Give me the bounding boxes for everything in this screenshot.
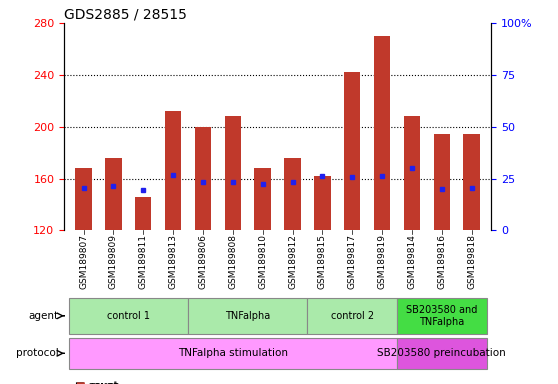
Text: GSM189812: GSM189812 [288, 233, 297, 288]
Bar [254, 168, 271, 230]
Text: GSM189810: GSM189810 [258, 233, 267, 289]
Text: agent: agent [28, 311, 59, 321]
Text: TNFalpha stimulation: TNFalpha stimulation [178, 348, 288, 358]
Text: GSM189815: GSM189815 [318, 233, 327, 289]
Text: SB203580 and
TNFalpha: SB203580 and TNFalpha [406, 305, 478, 327]
Bar [314, 176, 330, 230]
Text: count: count [89, 381, 119, 384]
Bar [105, 158, 122, 230]
Bar [135, 197, 151, 230]
Text: control 1: control 1 [107, 311, 150, 321]
Bar [464, 134, 480, 230]
Text: GSM189813: GSM189813 [169, 233, 177, 289]
Bar [69, 338, 397, 369]
Text: GDS2885 / 28515: GDS2885 / 28515 [64, 8, 187, 22]
Text: GSM189809: GSM189809 [109, 233, 118, 289]
Text: GSM189807: GSM189807 [79, 233, 88, 289]
Text: GSM189806: GSM189806 [199, 233, 208, 289]
Bar [404, 116, 420, 230]
Text: GSM189817: GSM189817 [348, 233, 357, 289]
Bar [397, 298, 487, 334]
Text: ■: ■ [75, 381, 85, 384]
Bar [285, 158, 301, 230]
Bar [195, 127, 211, 230]
Text: control 2: control 2 [331, 311, 374, 321]
Text: GSM189808: GSM189808 [228, 233, 237, 289]
Bar [188, 298, 307, 334]
Bar [397, 338, 487, 369]
Bar [307, 298, 397, 334]
Text: GSM189819: GSM189819 [378, 233, 387, 289]
Bar [75, 168, 92, 230]
Bar [165, 111, 181, 230]
Text: GSM189816: GSM189816 [437, 233, 446, 289]
Bar [344, 72, 360, 230]
Text: GSM189818: GSM189818 [467, 233, 476, 289]
Text: ■ count: ■ count [75, 381, 118, 384]
Text: TNFalpha: TNFalpha [225, 311, 271, 321]
Bar [225, 116, 241, 230]
Bar [434, 134, 450, 230]
Bar [69, 298, 188, 334]
Text: SB203580 preincubation: SB203580 preincubation [377, 348, 506, 358]
Text: GSM189811: GSM189811 [139, 233, 148, 289]
Bar [374, 36, 390, 230]
Text: GSM189814: GSM189814 [407, 233, 416, 288]
Text: protocol: protocol [16, 348, 59, 358]
